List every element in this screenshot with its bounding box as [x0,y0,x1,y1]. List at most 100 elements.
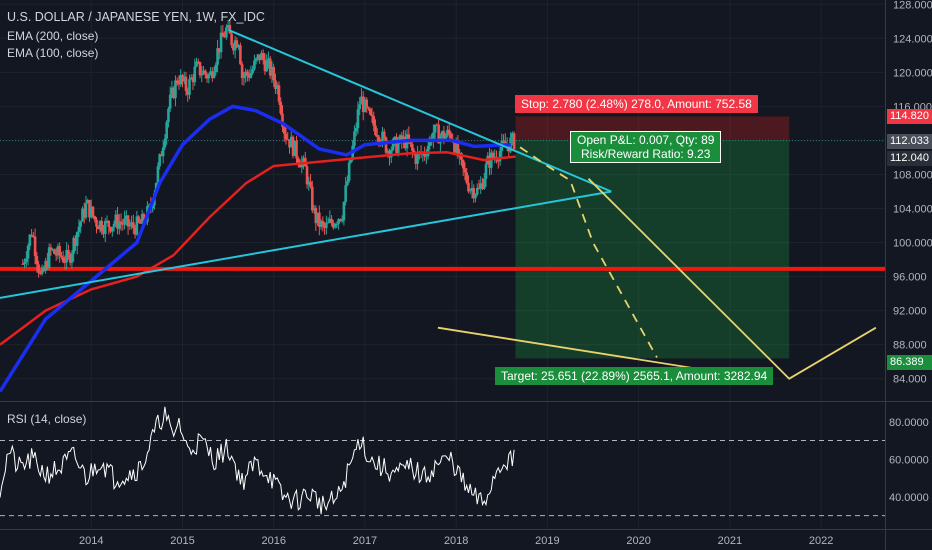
candle-body [175,80,179,84]
price-tick-label: 100.000 [893,238,932,250]
candle-body [311,186,314,211]
candle-body [370,114,374,117]
rsi-tick-label: 60.0000 [889,454,929,466]
candle-body [37,264,40,273]
candle-body [33,236,37,256]
candle-body [321,220,325,225]
rsi-tick-label: 40.0000 [889,492,929,504]
candle-body [67,249,70,255]
candle-body [23,262,26,265]
candle-body [91,206,95,217]
candle-body [281,113,284,127]
candle-body [296,158,300,164]
candle-body [51,249,54,251]
candle-body [398,135,402,143]
candle-body [251,69,254,74]
candle-body [63,262,67,264]
candle-body [382,131,386,138]
candle-body [484,164,488,179]
open-pnl-text: Open P&L: 0.007, Qty: 89 [577,133,715,147]
candle-body [414,154,418,164]
candle-body [309,181,312,187]
time-tick-label: 2017 [353,535,377,547]
candle-body [196,61,200,63]
candle-body [218,48,221,53]
candle-body [325,222,328,228]
candle-body [74,237,77,246]
candle-body [98,220,102,230]
candle-body [200,74,204,76]
price-tick-label: 128.000 [893,0,932,11]
candle-body [186,90,190,95]
candle-body [314,207,318,224]
candle-body [232,45,235,51]
candle-body [393,136,397,140]
candle-body [396,142,400,153]
price-tick-label: 92.000 [893,306,927,318]
candle-body [114,214,118,224]
candle-body [126,215,130,227]
candle-body [384,137,388,153]
target-label[interactable]: Target: 25.651 (22.89%) 2565.1, Amount: … [495,367,774,385]
candle-body [268,58,272,76]
time-tick-label: 2021 [718,535,742,547]
candle-body [363,99,367,112]
candle-body [381,131,384,143]
candle-body [409,142,412,145]
candle-body [242,76,246,79]
candle-body [295,140,298,159]
candle-body [35,255,39,265]
candle-body [258,54,261,61]
candle-body [482,178,486,189]
candle-body [346,180,349,186]
candle-body [360,96,363,105]
candle-body [26,245,30,259]
candle-body [395,136,398,153]
pnl-label[interactable]: Open P&L: 0.007, Qty: 89 Risk/Reward Rat… [570,131,722,163]
candle-body [391,139,395,150]
candle-body [254,58,258,61]
candle-body [177,83,181,85]
candle-body [88,200,91,218]
candle-body [389,149,393,158]
candle-body [105,220,109,222]
candle-body [205,74,209,79]
candle-body [512,133,516,150]
candle-body [207,74,211,79]
trendline-upper [227,28,612,193]
candle-body [339,219,342,221]
ema100-line [0,104,511,393]
candle-body [216,48,219,65]
candle-body [77,226,81,233]
candle-body [493,156,497,158]
time-tick-label: 2014 [79,535,103,547]
candle-body [463,168,467,173]
candle-body [75,232,79,246]
candle-body [326,222,330,224]
ema200-line [0,151,516,346]
candle-body [137,216,140,222]
candle-body [21,263,25,265]
candle-body [95,219,98,227]
candle-body [139,221,142,224]
candle-body [54,253,58,256]
candle-body [302,157,305,162]
time-tick-label: 2019 [535,535,559,547]
stop-label[interactable]: Stop: 2.780 (2.48%) 278.0, Amount: 752.5… [515,95,758,113]
candle-body [433,124,437,133]
candle-body [477,187,481,189]
candle-body [372,116,376,126]
candle-body [496,160,500,162]
close-price-badge: 112.040 [887,151,932,166]
candle-body [118,221,121,229]
candle-body [228,25,232,34]
chart-title: U.S. DOLLAR / JAPANESE YEN, 1W, FX_IDC [7,10,265,24]
candle-body [198,62,202,76]
candle-body [375,135,379,137]
rsi-legend: RSI (14, close) [7,412,87,426]
time-tick-label: 2015 [170,535,194,547]
candle-body [267,58,270,61]
candle-body [211,71,214,78]
candle-body [432,132,435,143]
